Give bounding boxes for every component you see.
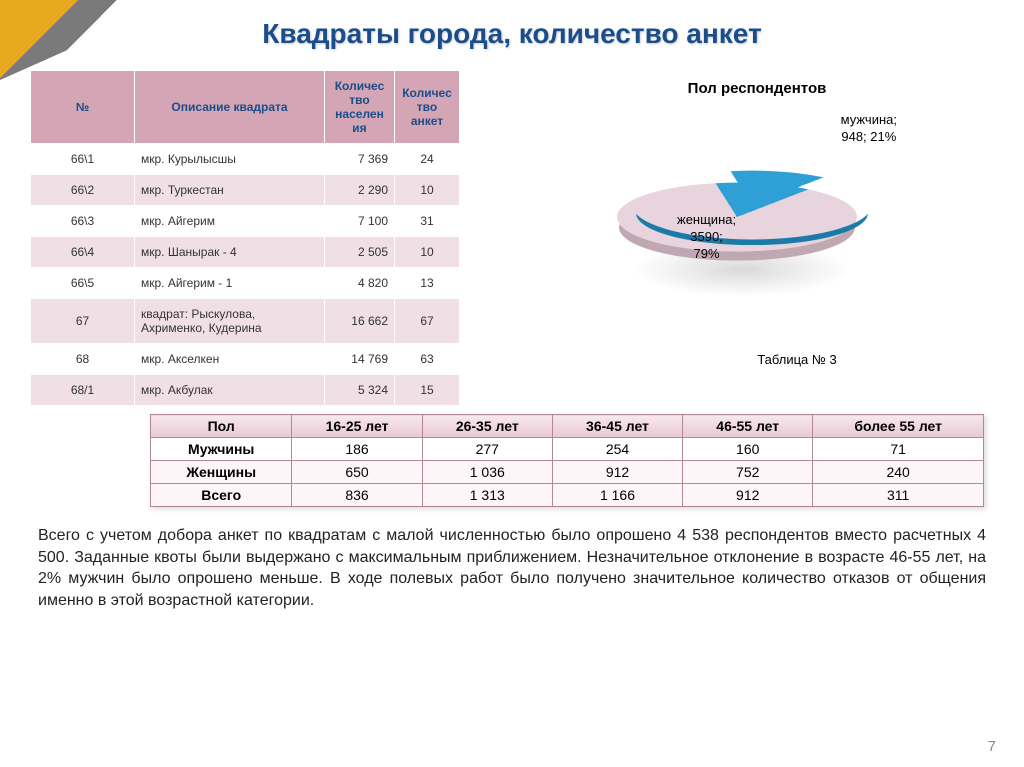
cell: 1 166 (552, 484, 682, 507)
cell-num: 66\5 (31, 268, 135, 299)
th-num: № (31, 71, 135, 144)
cell-num: 67 (31, 299, 135, 344)
cell: 160 (683, 438, 813, 461)
table-row: 66\1мкр. Курылысшы7 36924 (31, 144, 460, 175)
table-row: 68/1мкр. Акбулак5 32415 (31, 375, 460, 406)
cell: 752 (683, 461, 813, 484)
th: 16-25 лет (292, 415, 422, 438)
cell-pop: 14 769 (325, 344, 395, 375)
age-gender-table: Пол16-25 лет26-35 лет36-45 лет46-55 летб… (150, 414, 984, 507)
cell-q: 67 (395, 299, 460, 344)
cell-desc: мкр. Айгерим - 1 (135, 268, 325, 299)
cell-q: 24 (395, 144, 460, 175)
th-q: Количес тво анкет (395, 71, 460, 144)
th: 26-35 лет (422, 415, 552, 438)
cell-q: 10 (395, 237, 460, 268)
th-desc: Описание квадрата (135, 71, 325, 144)
table-row: 68мкр. Акселкен14 76963 (31, 344, 460, 375)
cell-desc: квадрат: Рыскулова, Ахрименко, Кудерина (135, 299, 325, 344)
cell-num: 66\3 (31, 206, 135, 237)
cell-desc: мкр. Акбулак (135, 375, 325, 406)
cell-desc: мкр. Акселкен (135, 344, 325, 375)
pie-male-slice (632, 171, 872, 240)
cell: 650 (292, 461, 422, 484)
cell-pop: 5 324 (325, 375, 395, 406)
cell: 240 (813, 461, 984, 484)
cell-pop: 4 820 (325, 268, 395, 299)
cell-pop: 2 505 (325, 237, 395, 268)
cell-q: 31 (395, 206, 460, 237)
table-caption: Таблица № 3 (600, 352, 994, 367)
cell: 254 (552, 438, 682, 461)
cell-num: 68 (31, 344, 135, 375)
cell: 912 (552, 461, 682, 484)
cell-desc: мкр. Айгерим (135, 206, 325, 237)
cell-num: 66\4 (31, 237, 135, 268)
cell-num: 68/1 (31, 375, 135, 406)
cell-desc: мкр. Туркестан (135, 175, 325, 206)
squares-table: № Описание квадрата Количес тво населен … (30, 70, 460, 406)
th-pop: Количес тво населен ия (325, 71, 395, 144)
pie-chart-area: Пол респондентов мужчина;948; 21% женщин… (480, 70, 994, 406)
pie-chart: мужчина;948; 21% женщина;3590;79% (547, 107, 927, 327)
cell: Мужчины (151, 438, 292, 461)
cell: 912 (683, 484, 813, 507)
table-row: Мужчины18627725416071 (151, 438, 984, 461)
cell: 1 313 (422, 484, 552, 507)
pie-male-label: мужчина;948; 21% (841, 112, 897, 146)
pie-female-label: женщина;3590;79% (677, 212, 736, 263)
cell-desc: мкр. Шанырак - 4 (135, 237, 325, 268)
cell-q: 63 (395, 344, 460, 375)
cell: 1 036 (422, 461, 552, 484)
cell: 836 (292, 484, 422, 507)
cell-num: 66\2 (31, 175, 135, 206)
table-row: 67квадрат: Рыскулова, Ахрименко, Кудерин… (31, 299, 460, 344)
cell: 186 (292, 438, 422, 461)
cell-pop: 7 369 (325, 144, 395, 175)
cell-q: 10 (395, 175, 460, 206)
table-row: 66\5мкр. Айгерим - 14 82013 (31, 268, 460, 299)
cell: 277 (422, 438, 552, 461)
table-row: 66\4мкр. Шанырак - 42 50510 (31, 237, 460, 268)
table-row: 66\3мкр. Айгерим7 10031 (31, 206, 460, 237)
cell: 71 (813, 438, 984, 461)
age-table-wrap: Пол16-25 лет26-35 лет36-45 лет46-55 летб… (0, 406, 1024, 507)
cell-pop: 16 662 (325, 299, 395, 344)
th: 46-55 лет (683, 415, 813, 438)
cell-desc: мкр. Курылысшы (135, 144, 325, 175)
cell-q: 15 (395, 375, 460, 406)
body-paragraph: Всего с учетом добора анкет по квадратам… (0, 507, 1024, 611)
content-row: № Описание квадрата Количес тво населен … (0, 50, 1024, 406)
cell-num: 66\1 (31, 144, 135, 175)
cell: 311 (813, 484, 984, 507)
table-row: 66\2мкр. Туркестан2 29010 (31, 175, 460, 206)
th: более 55 лет (813, 415, 984, 438)
pie-title: Пол респондентов (520, 80, 994, 97)
th: 36-45 лет (552, 415, 682, 438)
table-row: Всего8361 3131 166912311 (151, 484, 984, 507)
cell-pop: 7 100 (325, 206, 395, 237)
page-number: 7 (988, 738, 996, 755)
table-row: Женщины6501 036912752240 (151, 461, 984, 484)
cell: Всего (151, 484, 292, 507)
cell-pop: 2 290 (325, 175, 395, 206)
cell-q: 13 (395, 268, 460, 299)
cell: Женщины (151, 461, 292, 484)
th: Пол (151, 415, 292, 438)
